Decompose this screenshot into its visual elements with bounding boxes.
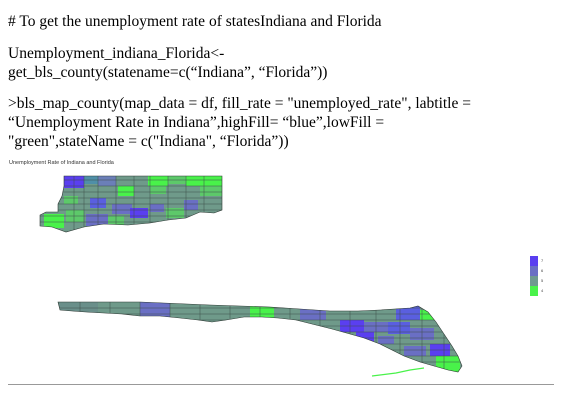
code-line-get-bls-county: Unemployment_indiana_Florida<- get_bls_c…	[8, 45, 328, 81]
legend-swatch-7	[530, 256, 538, 266]
legend-swatch-6	[530, 266, 538, 276]
comment-line: # To get the unemployment rate of states…	[8, 13, 382, 30]
legend-label-6: 6	[541, 268, 544, 273]
florida-map	[58, 302, 462, 372]
legend-label-7: 7	[541, 258, 544, 263]
florida-keys	[371, 367, 425, 377]
legend-swatch-4	[530, 286, 538, 296]
indiana-map	[40, 176, 222, 232]
map-title: Unemployment Rate of Indiana and Florida	[9, 160, 114, 166]
legend-label-4: 4	[541, 288, 544, 293]
bottom-divider	[8, 384, 554, 385]
legend-swatch-5	[530, 276, 538, 286]
legend-label-5: 5	[541, 278, 544, 283]
map-legend: 7 6 5 4	[530, 256, 550, 296]
code-line-bls-map-county: >bls_map_county(map_data = df, fill_rate…	[8, 95, 471, 150]
